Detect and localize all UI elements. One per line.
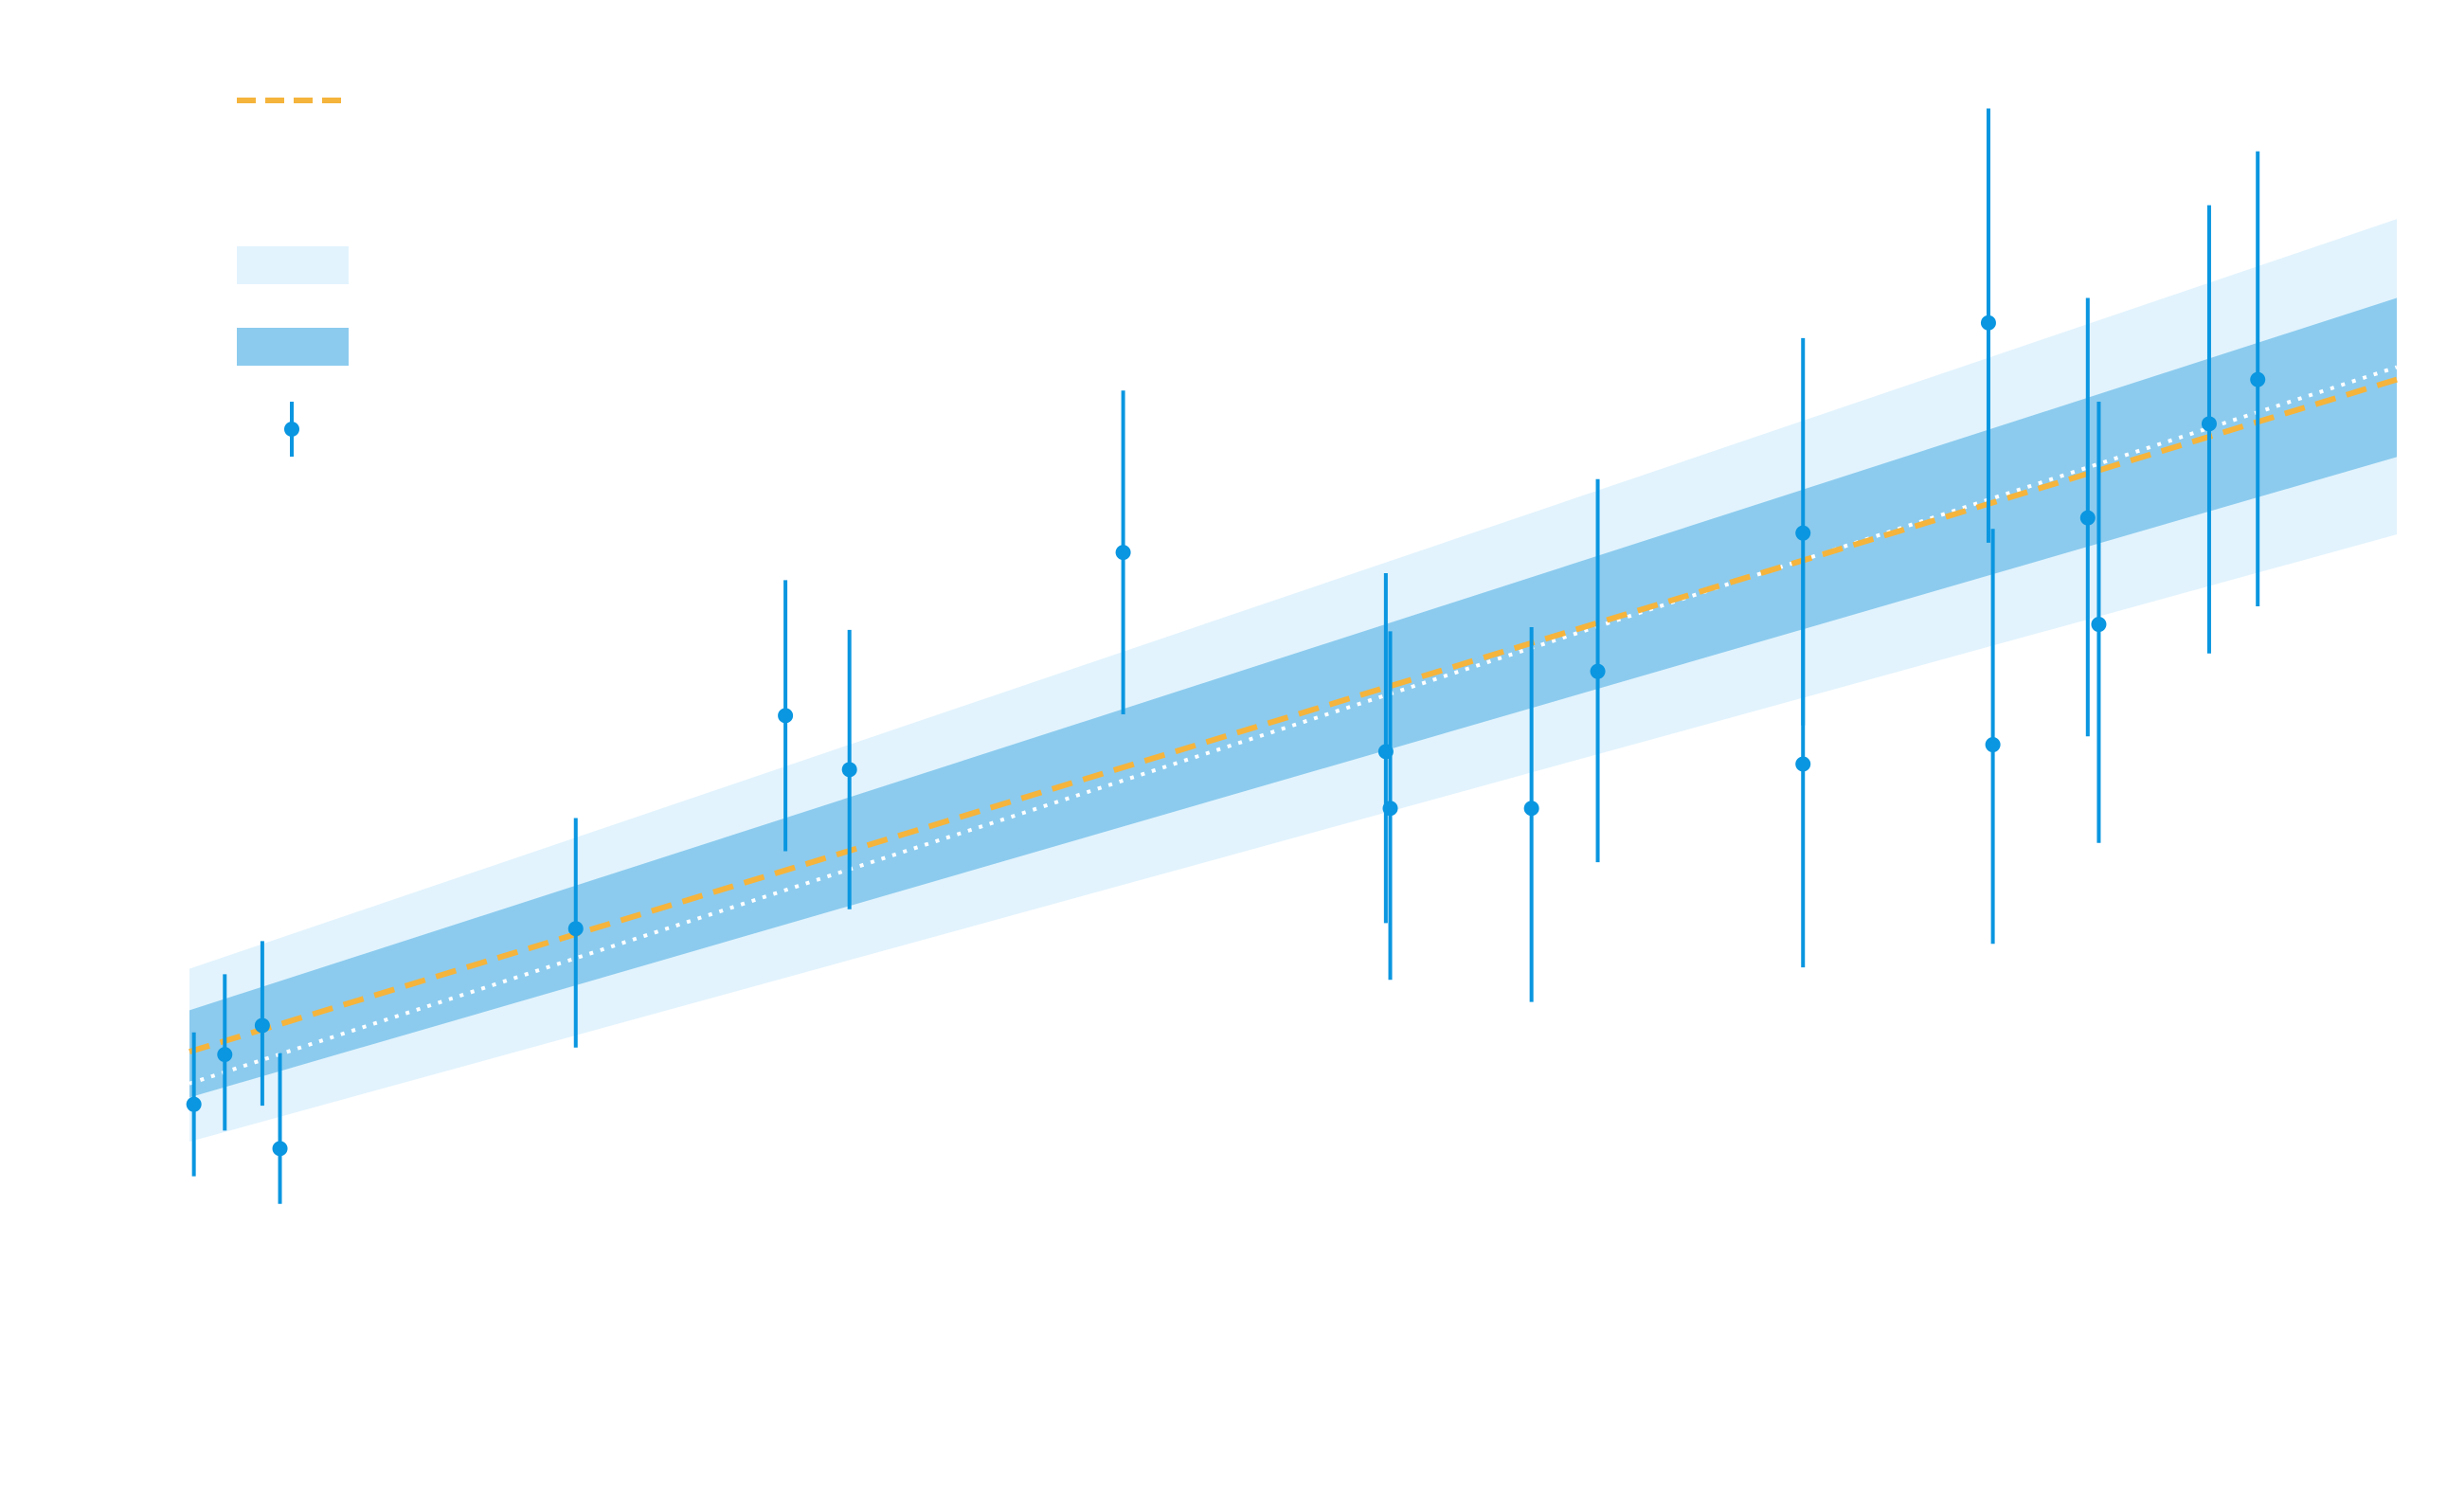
legend (237, 98, 349, 457)
point-marker-15 (1985, 737, 2001, 753)
data-point-6 (841, 629, 857, 909)
legend-swatch-band-dark (237, 328, 349, 366)
point-marker-10 (1523, 801, 1539, 817)
point-marker-11 (1590, 663, 1606, 679)
data-point-1 (217, 974, 233, 1131)
data-point-5 (778, 580, 794, 852)
data-point-16 (2079, 297, 2096, 737)
point-marker-0 (186, 1096, 202, 1112)
point-marker-1 (217, 1047, 233, 1063)
point-marker-3 (272, 1141, 288, 1157)
point-marker-6 (841, 762, 857, 778)
data-point-15 (1985, 529, 2001, 945)
legend-entry-band-light (237, 246, 349, 284)
data-point-0 (186, 1032, 202, 1177)
data-point-2 (254, 941, 270, 1107)
point-marker-7 (1115, 545, 1131, 561)
data-point-17 (2091, 401, 2107, 843)
point-marker-9 (1382, 801, 1398, 817)
data-point-7 (1115, 390, 1131, 714)
data-point-4 (567, 818, 584, 1048)
data-point-11 (1590, 478, 1606, 863)
point-marker-14 (1980, 315, 1996, 331)
data-point-10 (1523, 626, 1539, 1002)
point-marker-4 (567, 921, 584, 937)
data-point-14 (1980, 108, 1996, 543)
point-marker-5 (778, 708, 794, 724)
legend-entry-errorbar-point (284, 402, 299, 457)
point-marker-19 (2250, 371, 2266, 387)
confidence-band-inner (189, 297, 2397, 1098)
data-points (186, 108, 2266, 1204)
point-marker-16 (2079, 510, 2096, 526)
plot-area (186, 108, 2398, 1204)
data-point-19 (2250, 151, 2266, 607)
point-marker-18 (2201, 416, 2217, 432)
data-point-18 (2201, 205, 2217, 654)
legend-swatch-band-light (237, 246, 349, 284)
point-marker-12 (1795, 525, 1811, 541)
point-marker-17 (2091, 617, 2107, 633)
point-marker-13 (1795, 756, 1811, 772)
data-point-3 (272, 1053, 288, 1204)
legend-swatch-point (284, 422, 299, 437)
data-point-9 (1382, 631, 1398, 981)
data-point-13 (1795, 559, 1811, 968)
legend-entry-band-dark (237, 328, 349, 366)
point-marker-2 (254, 1017, 270, 1034)
true-trend-line (189, 365, 2398, 1086)
